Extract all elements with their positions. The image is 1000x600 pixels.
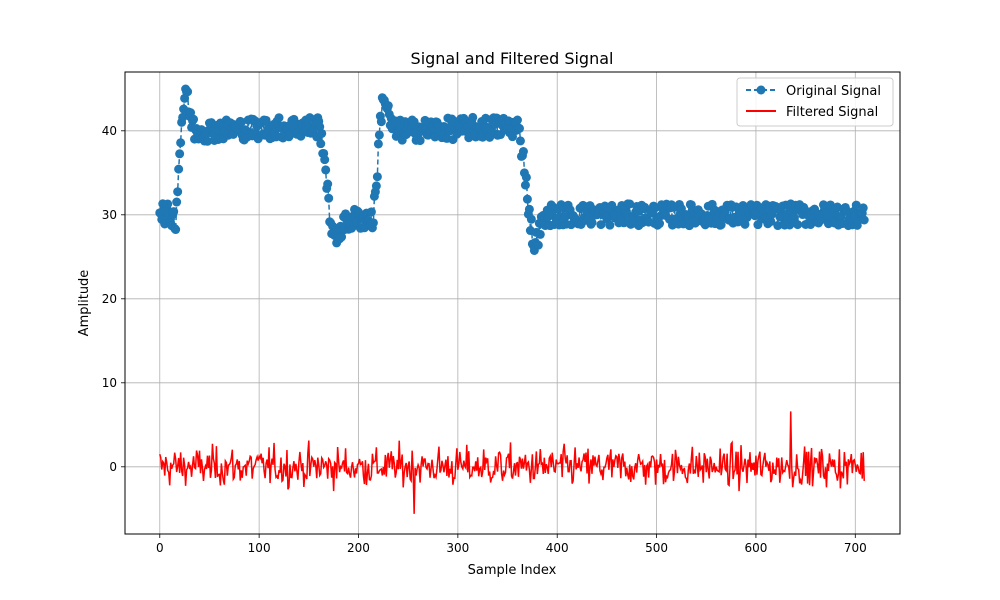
original-signal-point	[533, 240, 543, 250]
original-signal-point	[376, 117, 386, 127]
original-signal-point	[373, 139, 383, 149]
original-signal-markers	[155, 84, 869, 255]
chart-title: Signal and Filtered Signal	[411, 49, 614, 68]
original-signal-point	[521, 172, 531, 182]
original-signal-point	[716, 220, 726, 230]
original-signal-point	[858, 203, 868, 213]
original-signal-point	[202, 136, 212, 146]
original-signal-point	[512, 115, 522, 125]
legend: Original Signal Filtered Signal	[736, 77, 894, 127]
original-signal-point	[321, 165, 331, 175]
original-signal-point	[514, 123, 524, 133]
y-axis-label: Amplitude	[77, 270, 92, 337]
original-signal-point	[171, 225, 181, 235]
original-signal-point	[605, 220, 615, 230]
series-layer	[155, 84, 869, 514]
original-signal-point	[174, 164, 184, 174]
original-signal-point	[323, 179, 333, 189]
original-signal-point	[163, 199, 173, 209]
x-tick-label: 100	[248, 541, 271, 555]
x-tick-label: 0	[156, 541, 164, 555]
plot-frame	[124, 71, 901, 535]
legend-box	[736, 77, 894, 127]
original-signal-point	[169, 207, 179, 217]
original-signal-point	[316, 139, 326, 149]
original-signal-point	[793, 220, 803, 230]
legend-original-marker	[756, 85, 766, 95]
original-signal-point	[535, 229, 545, 239]
x-tick-label: 600	[744, 541, 767, 555]
original-signal-point	[415, 136, 425, 146]
original-signal-point	[317, 128, 327, 138]
original-signal-point	[368, 218, 378, 228]
original-signal-point	[526, 214, 536, 224]
original-signal-point	[337, 232, 347, 242]
original-signal-point	[236, 117, 246, 127]
original-signal-point	[859, 215, 869, 225]
y-tick-label: 40	[102, 124, 117, 138]
original-signal-point	[178, 112, 188, 122]
y-tick-label: 0	[109, 460, 117, 474]
original-signal-point	[518, 147, 528, 157]
original-signal-point	[175, 149, 185, 159]
x-tick-label: 500	[645, 541, 668, 555]
y-tick-label: 20	[102, 292, 117, 306]
original-signal-point	[587, 218, 597, 228]
original-signal-point	[172, 197, 182, 207]
original-signal-point	[324, 193, 334, 203]
legend-filtered-label: Filtered Signal	[786, 105, 878, 120]
original-signal-point	[560, 212, 570, 222]
x-tick-label: 300	[446, 541, 469, 555]
original-signal-point	[383, 101, 393, 111]
original-signal-point	[366, 207, 376, 217]
original-signal-point	[468, 112, 478, 122]
ticks: 0 100 200 300 400 500 600 700 0 10 20 30 40	[102, 124, 867, 555]
original-signal-point	[173, 187, 183, 197]
original-signal-point	[524, 204, 534, 214]
original-signal-point	[655, 219, 665, 229]
original-signal-point	[320, 155, 330, 165]
original-signal-point	[766, 216, 776, 226]
original-signal-point	[371, 181, 381, 191]
original-signal-point	[274, 113, 284, 123]
original-signal-point	[851, 200, 861, 210]
x-tick-label: 700	[844, 541, 867, 555]
original-signal-point	[522, 194, 532, 204]
original-signal-point	[372, 172, 382, 182]
y-tick-label: 10	[102, 376, 117, 390]
original-signal-point	[625, 199, 635, 209]
original-signal-point	[374, 130, 384, 140]
legend-original-label: Original Signal	[786, 84, 881, 99]
original-signal-point	[596, 220, 606, 230]
series-filtered-signal	[159, 411, 865, 514]
x-axis-label: Sample Index	[468, 563, 557, 578]
x-tick-label: 400	[546, 541, 569, 555]
x-tick-label: 200	[347, 541, 370, 555]
original-signal-point	[515, 136, 525, 146]
original-signal-point	[183, 87, 193, 97]
y-tick-label: 30	[102, 208, 117, 222]
original-signal-point	[189, 114, 199, 124]
original-signal-point	[176, 138, 186, 148]
original-signal-point	[520, 180, 530, 190]
